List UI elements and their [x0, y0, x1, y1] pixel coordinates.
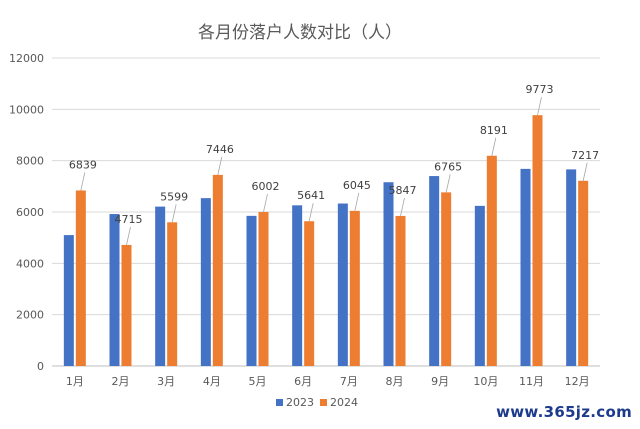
bar-2023-9	[429, 176, 440, 366]
x-tick-label: 5月	[249, 375, 267, 388]
bar-2024-5	[258, 211, 269, 366]
bar-2024-11	[532, 115, 543, 366]
leader-line	[217, 156, 223, 175]
y-tick-label: 10000	[9, 103, 44, 116]
x-axis-ticks: 1月 2月 3月 4月 5月 6月 7月 8月 9月 10月 11月 12月	[66, 375, 590, 388]
bar-2023-3	[155, 206, 166, 366]
chart-title: 各月份落户人数对比（人）	[198, 23, 402, 43]
leader-line	[171, 204, 177, 223]
bar-2023-10	[474, 205, 485, 366]
bar-2024-10	[486, 155, 497, 366]
bar-2023-11	[520, 168, 531, 366]
gridlines	[52, 57, 600, 367]
bar-2023-6	[292, 205, 303, 366]
data-label: 6765	[434, 160, 462, 173]
bar-2024-12	[578, 180, 589, 366]
x-tick-label: 1月	[66, 375, 84, 388]
bar-2023-8	[383, 182, 394, 366]
bar-2024-4	[212, 174, 223, 366]
data-label: 7217	[571, 149, 599, 162]
data-label: 7446	[206, 143, 234, 156]
x-tick-label: 7月	[340, 375, 358, 388]
y-tick-label: 12000	[9, 52, 44, 65]
y-tick-label: 4000	[16, 257, 44, 270]
bar-2024-1	[75, 190, 86, 366]
bar-2023-7	[337, 203, 348, 366]
bar-2023-1	[63, 235, 74, 366]
x-tick-label: 3月	[157, 375, 175, 388]
leader-line	[537, 97, 542, 116]
legend-label-2024: 2024	[330, 396, 358, 409]
bars	[63, 115, 589, 366]
x-tick-label: 6月	[294, 375, 312, 388]
bar-2024-6	[304, 221, 315, 366]
bar-2023-12	[566, 169, 577, 366]
x-tick-label: 2月	[112, 375, 130, 388]
leader-line	[491, 137, 497, 156]
data-label: 8191	[480, 124, 508, 137]
x-tick-label: 8月	[386, 375, 404, 388]
leader-line	[80, 172, 86, 191]
leader-line	[582, 162, 588, 181]
x-tick-label: 11月	[519, 375, 544, 388]
legend-swatch-2023	[276, 399, 283, 406]
data-label: 6045	[343, 179, 371, 192]
bar-2024-8	[395, 215, 406, 366]
leader-line	[445, 174, 451, 193]
legend: 2023 2024	[276, 396, 358, 409]
x-tick-label: 4月	[203, 375, 221, 388]
bar-2024-9	[441, 192, 452, 366]
y-tick-label: 2000	[16, 309, 44, 322]
leader-line	[126, 226, 131, 246]
data-labels: 6839 4715 5599 7446 6002 5641 6045 5847 6765 8191…	[69, 83, 599, 246]
leader-line	[308, 203, 314, 222]
y-tick-label: 0	[37, 360, 44, 373]
x-tick-label: 9月	[431, 375, 449, 388]
bar-2023-2	[109, 214, 120, 366]
bar-2024-7	[349, 210, 360, 366]
leader-line	[263, 193, 268, 213]
x-tick-label: 10月	[473, 375, 498, 388]
y-axis-ticks: 0 2000 4000 6000 8000 10000 12000	[9, 52, 44, 373]
bar-2024-3	[167, 222, 178, 366]
y-tick-label: 8000	[16, 155, 44, 168]
bar-2023-5	[246, 215, 257, 366]
data-label: 5599	[160, 190, 188, 203]
data-label: 6002	[252, 180, 280, 193]
y-tick-label: 6000	[16, 206, 44, 219]
legend-swatch-2024	[320, 399, 327, 406]
leader-line	[354, 192, 360, 211]
x-tick-label: 12月	[565, 375, 590, 388]
data-label: 5641	[297, 189, 325, 202]
leader-line	[400, 197, 405, 217]
bar-2024-2	[121, 244, 132, 366]
data-label: 4715	[115, 213, 143, 226]
data-label: 9773	[526, 83, 554, 96]
watermark: www.365jz.com	[496, 403, 632, 421]
bar-2023-4	[200, 198, 211, 366]
data-label: 6839	[69, 158, 97, 171]
legend-label-2023: 2023	[286, 396, 314, 409]
data-label: 5847	[389, 184, 417, 197]
